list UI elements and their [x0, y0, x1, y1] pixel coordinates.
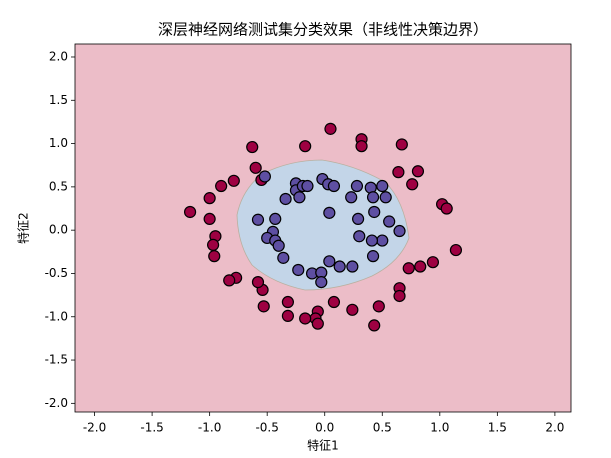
- point: [368, 205, 381, 219]
- point: [351, 212, 365, 226]
- point: [281, 309, 295, 322]
- point: [426, 256, 440, 269]
- y-tick-label: -2.0: [45, 396, 68, 410]
- x-tick-label: -0.5: [255, 421, 278, 435]
- y-tick-label: -1.0: [45, 309, 68, 323]
- point: [368, 319, 381, 332]
- point: [333, 260, 346, 273]
- point: [227, 174, 240, 187]
- y-tick-label: 2.0: [49, 49, 68, 63]
- point: [293, 191, 306, 204]
- point: [183, 205, 197, 219]
- y-tick-label: -1.5: [45, 353, 68, 367]
- y-axis-label: 特征2: [16, 212, 31, 244]
- point: [281, 295, 295, 309]
- point: [299, 312, 312, 325]
- point: [327, 179, 341, 193]
- x-tick-label: -1.0: [198, 421, 221, 435]
- point: [208, 250, 221, 263]
- point: [366, 250, 380, 263]
- x-tick-label: -1.5: [140, 421, 163, 435]
- point: [246, 140, 259, 154]
- y-tick-label: 1.5: [49, 93, 68, 107]
- point: [406, 178, 419, 191]
- point: [215, 179, 228, 193]
- point: [203, 212, 216, 226]
- point: [292, 263, 305, 277]
- point: [350, 179, 364, 193]
- point: [277, 251, 290, 264]
- point: [251, 213, 265, 226]
- x-tick-label: 0.0: [315, 421, 334, 435]
- chart-title: 深层神经网络测试集分类效果（非线性决策边界）: [158, 21, 488, 39]
- y-tick-label: 0.5: [49, 179, 68, 193]
- x-tick-label: 0.5: [373, 421, 392, 435]
- y-tick-label: 0.0: [49, 223, 68, 237]
- point: [324, 122, 337, 135]
- point: [411, 165, 425, 178]
- point: [395, 138, 408, 151]
- point: [372, 300, 385, 313]
- point: [203, 192, 216, 205]
- point: [269, 212, 282, 226]
- point: [376, 234, 389, 247]
- x-tick-label: 1.0: [430, 421, 449, 435]
- point: [206, 238, 220, 251]
- plot-frame: [74, 43, 572, 413]
- point: [311, 317, 324, 330]
- point: [345, 191, 358, 204]
- point: [299, 140, 312, 153]
- point: [402, 262, 415, 275]
- point: [393, 224, 406, 238]
- point: [251, 276, 265, 289]
- x-tick-label: -2.0: [83, 421, 106, 435]
- x-axis-label: 特征1: [307, 438, 339, 453]
- x-tick-label: 1.5: [488, 421, 507, 435]
- point: [258, 170, 271, 183]
- point: [376, 179, 389, 193]
- x-tick-label: 2.0: [545, 421, 564, 435]
- point: [365, 234, 379, 247]
- point: [327, 295, 341, 309]
- point: [223, 274, 236, 287]
- point: [323, 255, 336, 268]
- point: [440, 202, 453, 215]
- point: [323, 206, 336, 219]
- point: [353, 230, 366, 243]
- point: [346, 303, 359, 316]
- point: [392, 166, 405, 179]
- point: [379, 191, 392, 204]
- point: [366, 191, 380, 204]
- y-tick-label: -0.5: [45, 266, 68, 280]
- point: [257, 300, 270, 313]
- point: [315, 276, 328, 289]
- point: [393, 289, 406, 303]
- y-tick-label: 1.0: [49, 136, 68, 150]
- point: [272, 239, 285, 252]
- point: [249, 161, 262, 174]
- point: [449, 243, 463, 257]
- point: [355, 140, 368, 153]
- point: [301, 179, 314, 193]
- point: [279, 192, 292, 206]
- point: [346, 260, 359, 273]
- point: [383, 215, 396, 228]
- point: [414, 260, 427, 273]
